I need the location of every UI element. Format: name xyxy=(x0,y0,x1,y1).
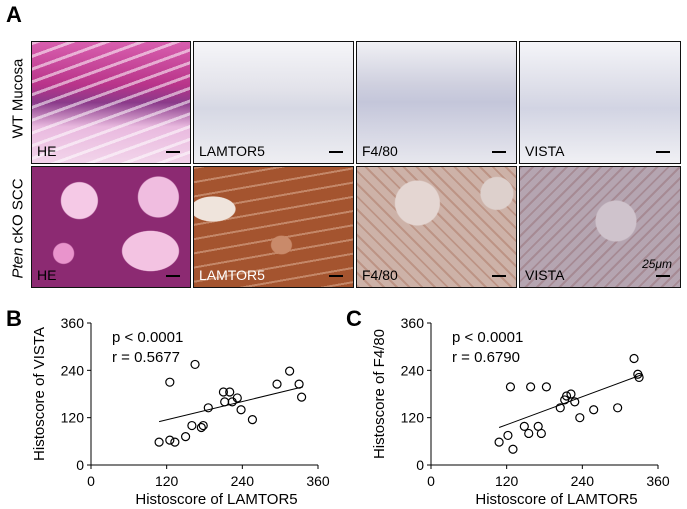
data-point xyxy=(589,405,599,415)
data-point xyxy=(220,397,230,407)
data-point xyxy=(225,387,235,397)
x-tick-label: 240 xyxy=(571,473,595,489)
tile-label-vista: VISTA xyxy=(525,267,565,283)
data-point xyxy=(503,430,513,441)
data-point xyxy=(198,420,208,431)
y-tick-label: 360 xyxy=(61,315,85,331)
data-point xyxy=(218,387,229,397)
data-point xyxy=(190,359,200,370)
x-tick-label: 360 xyxy=(646,473,670,489)
tile-label-f480: F4/80 xyxy=(362,267,398,283)
y-tick-label: 0 xyxy=(76,457,84,473)
scale-bar xyxy=(166,275,180,277)
x-tick-label: 120 xyxy=(495,473,519,489)
scale-bar xyxy=(492,275,506,277)
data-point xyxy=(526,382,536,392)
data-point xyxy=(170,437,180,447)
x-axis-label: Histoscore of LAMTOR5 xyxy=(475,491,637,508)
data-point xyxy=(232,393,242,403)
x-axis-label: Histoscore of LAMTOR5 xyxy=(135,491,297,508)
x-tick-label: 120 xyxy=(155,473,179,489)
scale-bar xyxy=(656,275,670,277)
p-value-annotation: p < 0.0001 xyxy=(452,329,523,346)
data-point xyxy=(566,389,576,399)
tile-label-vista: VISTA xyxy=(525,143,565,159)
tile-label-f480: F4/80 xyxy=(362,143,398,159)
scale-bar xyxy=(329,275,343,277)
tile-wt-lamtor5: LAMTOR5 xyxy=(193,41,354,164)
tile-scc-vista: VISTA 25μm xyxy=(519,166,681,288)
data-point xyxy=(272,379,282,389)
tile-label-lamtor5: LAMTOR5 xyxy=(199,143,265,159)
scale-bar xyxy=(166,151,180,153)
x-tick-label: 360 xyxy=(306,473,330,489)
regression-line xyxy=(158,386,303,423)
scale-bar xyxy=(329,151,343,153)
tile-wt-f480: F4/80 xyxy=(356,41,517,164)
data-point xyxy=(494,437,504,447)
data-point xyxy=(575,413,585,423)
data-point xyxy=(236,405,246,415)
data-point xyxy=(285,366,295,376)
scatter-chart-b: B 0 120 240 360 0 120 240 360 Histoscore of LAMTO… xyxy=(6,306,330,508)
x-tick-label: 0 xyxy=(87,473,95,489)
tile-scc-f480: F4/80 xyxy=(356,166,517,288)
tile-wt-he: HE xyxy=(31,41,191,164)
data-point xyxy=(634,372,644,383)
data-point xyxy=(555,403,565,413)
scale-bar-text: 25μm xyxy=(642,257,672,271)
tile-wt-vista: VISTA xyxy=(519,41,681,164)
tile-label-lamtor5: LAMTOR5 xyxy=(199,267,265,283)
r-value-annotation: r = 0.5677 xyxy=(112,349,180,366)
x-tick-label: 240 xyxy=(231,473,255,489)
data-point xyxy=(613,403,623,413)
tile-label-he: HE xyxy=(37,143,57,159)
data-point xyxy=(570,397,580,407)
data-point xyxy=(294,379,304,389)
data-point xyxy=(165,435,175,445)
y-axis-label: Histoscore of F4/80 xyxy=(371,329,388,459)
r-value-annotation: r = 0.6790 xyxy=(452,349,520,366)
data-point xyxy=(519,421,529,431)
data-point xyxy=(536,428,546,439)
panel-letter-c: C xyxy=(346,306,362,331)
p-value-annotation: p < 0.0001 xyxy=(112,329,183,346)
data-point xyxy=(629,353,639,364)
data-point xyxy=(196,422,206,433)
y-tick-label: 240 xyxy=(401,362,425,378)
data-point xyxy=(297,392,307,402)
y-tick-label: 240 xyxy=(61,362,85,378)
data-point xyxy=(505,382,516,392)
tile-scc-lamtor5: LAMTOR5 xyxy=(193,166,354,288)
data-point xyxy=(508,444,518,454)
y-tick-label: 0 xyxy=(416,457,424,473)
data-point xyxy=(187,420,197,431)
panel-letter-b: B xyxy=(6,306,22,331)
tile-label-he: HE xyxy=(37,267,57,283)
data-point xyxy=(180,432,191,442)
data-point xyxy=(203,403,213,413)
data-point xyxy=(541,382,551,392)
scatter-chart-c: C 0 120 240 360 0 120 240 360 Histoscore of LAMTO… xyxy=(346,306,670,508)
tile-scc-he: HE xyxy=(31,166,191,288)
y-tick-label: 120 xyxy=(61,410,85,426)
data-point xyxy=(154,437,164,447)
scale-bar xyxy=(656,151,670,153)
y-axis-label: Histoscore of VISTA xyxy=(31,327,48,461)
x-tick-label: 0 xyxy=(427,473,435,489)
scale-bar xyxy=(492,151,506,153)
data-point xyxy=(165,377,175,387)
data-point xyxy=(524,428,534,439)
data-point xyxy=(561,391,572,401)
panel-letter-a: A xyxy=(6,2,22,27)
y-tick-label: 120 xyxy=(401,410,425,426)
data-point xyxy=(247,415,258,425)
y-tick-label: 360 xyxy=(401,315,425,331)
